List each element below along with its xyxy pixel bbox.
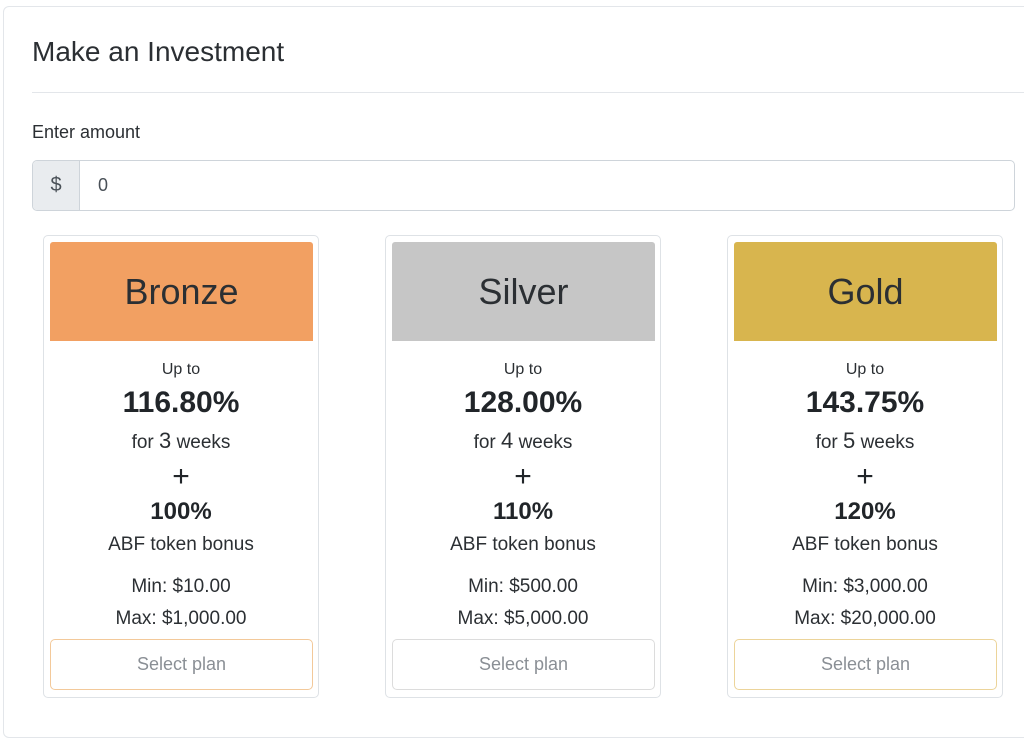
plus-sign: + (172, 460, 190, 493)
min-amount: Min: $500.00 (468, 576, 578, 597)
up-to-label: Up to (161, 361, 201, 378)
up-to-label: Up to (845, 361, 885, 378)
select-plan-button[interactable]: Select plan (392, 639, 655, 690)
currency-prefix: $ (33, 161, 80, 210)
min-amount: Min: $3,000.00 (802, 576, 928, 597)
up-to-label: Up to (503, 361, 543, 378)
page-title: Make an Investment (32, 36, 285, 67)
plan-card-silver: Silver Up to 128.00% for 4 weeks + 110% … (385, 235, 661, 698)
weeks-count: 4 (501, 428, 514, 453)
plan-card-gold: Gold Up to 143.75% for 5 weeks + 120% AB… (727, 235, 1003, 698)
max-amount: Max: $20,000.00 (794, 608, 936, 629)
bonus-label: ABF token bonus (450, 534, 596, 555)
weeks-count: 5 (843, 428, 856, 453)
max-amount: Max: $5,000.00 (457, 608, 589, 629)
bonus-percent: 120% (834, 498, 896, 525)
amount-label: Enter amount (32, 122, 141, 142)
select-plan-button[interactable]: Select plan (734, 639, 997, 690)
duration: for 4 weeks (386, 428, 660, 454)
for-label: for (815, 432, 838, 453)
plan-card-bronze: Bronze Up to 116.80% for 3 weeks + 100% … (43, 235, 319, 698)
return-percent: 128.00% (463, 386, 583, 419)
for-label: for (473, 432, 496, 453)
title-divider (32, 92, 1024, 93)
bonus-label: ABF token bonus (792, 534, 938, 555)
max-amount: Max: $1,000.00 (115, 608, 247, 629)
duration: for 3 weeks (44, 428, 318, 454)
bonus-label: ABF token bonus (108, 534, 254, 555)
amount-input-group: $ (32, 160, 1015, 211)
plus-sign: + (856, 460, 874, 493)
for-label: for (131, 432, 154, 453)
weeks-count: 3 (159, 428, 172, 453)
weeks-label: weeks (860, 432, 915, 453)
plan-name: Gold (734, 242, 997, 341)
return-percent: 143.75% (805, 386, 925, 419)
plan-name: Bronze (50, 242, 313, 341)
bonus-percent: 110% (492, 498, 554, 525)
weeks-label: weeks (518, 432, 573, 453)
bonus-percent: 100% (150, 498, 212, 525)
amount-input[interactable] (80, 161, 1014, 210)
select-plan-button[interactable]: Select plan (50, 639, 313, 690)
plus-sign: + (514, 460, 532, 493)
return-percent: 116.80% (122, 386, 240, 419)
weeks-label: weeks (176, 432, 231, 453)
plan-name: Silver (392, 242, 655, 341)
min-amount: Min: $10.00 (131, 576, 231, 597)
duration: for 5 weeks (728, 428, 1002, 454)
